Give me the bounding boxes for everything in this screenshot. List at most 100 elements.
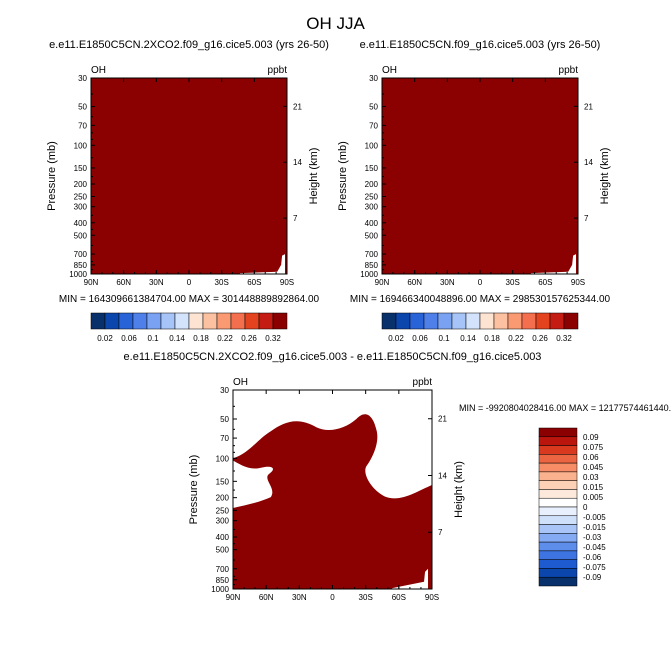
colorbar-2-box-5: [538, 471, 578, 481]
colorbar-2-box-6: [538, 480, 578, 490]
panel-0-ytick-label-3: 100: [74, 141, 88, 150]
colorbar-1-box-12: [549, 312, 565, 330]
colorbar-2-label-4: 0.03: [583, 473, 599, 482]
colorbar-1-box-2: [409, 312, 425, 330]
colorbar-0-box-13: [272, 312, 288, 330]
colorbar-1-label-5: 0.22: [508, 334, 524, 343]
panel-0-ytick-label-4: 150: [74, 164, 88, 173]
page-title: OH JJA: [306, 14, 365, 33]
colorbar-0-box-12: [258, 312, 274, 330]
colorbar-2-label-14: -0.09: [583, 573, 602, 582]
panel-0-ytick-label-7: 300: [74, 203, 88, 212]
panel-0-xtick-label-6: 90S: [280, 278, 294, 287]
panel-1-ytick-label-12: 1000: [360, 270, 378, 279]
panel-0-ytick-label-6: 250: [74, 193, 88, 202]
colorbar-0-box-2: [118, 312, 134, 330]
panel-2-xtick-label-5: 60S: [392, 593, 406, 602]
panel-0-y2tick-label-1: 14: [293, 158, 302, 167]
panel-2-xtick-label-1: 60N: [259, 593, 274, 602]
panel-1-surface-mask: [530, 254, 577, 274]
panel-1-ytick-label-7: 300: [365, 203, 379, 212]
panel-0-xtick-label-3: 0: [187, 278, 192, 287]
colorbar-1-box-9: [507, 312, 523, 330]
panel-1-ylabel: Pressure (mb): [337, 141, 349, 211]
panel-1-field: [382, 78, 578, 274]
panel-0-y2tick-label-2: 7: [293, 214, 298, 223]
colorbar-2-box-14: [538, 550, 578, 560]
panel-0-ytick-label-10: 700: [74, 250, 88, 259]
panel-0-ylabel: Pressure (mb): [46, 141, 58, 211]
panel-0-title: e.e11.E1850C5CN.2XCO2.f09_g16.cice5.003 …: [49, 39, 329, 51]
colorbar-0-box-9: [216, 312, 232, 330]
panel-1-y2label: Height (km): [599, 148, 611, 205]
colorbar-1-label-7: 0.32: [556, 334, 572, 343]
colorbar-1-box-10: [521, 312, 537, 330]
panel-2-y2tick-label-0: 21: [438, 415, 447, 424]
colorbar-0-box-6: [174, 312, 190, 330]
panel-1-xtick-label-5: 60S: [538, 278, 552, 287]
panel-2-ylabel: Pressure (mb): [188, 455, 200, 525]
colorbar-2-box-1: [538, 436, 578, 446]
colorbar-0-box-11: [244, 312, 260, 330]
panel-2-xtick-label-3: 0: [330, 593, 335, 602]
colorbar-0-box-8: [202, 312, 218, 330]
panel-2-ytick-label-2: 70: [220, 434, 229, 443]
panel-2-ytick-label-5: 200: [216, 494, 230, 503]
colorbar-1-box-6: [465, 312, 481, 330]
colorbar-2-box-10: [538, 515, 578, 525]
colorbar-2-label-10: -0.03: [583, 533, 602, 542]
panel-1-title: e.e11.E1850C5CN.f09_g16.cice5.003 (yrs 2…: [360, 39, 601, 51]
colorbar-2-box-3: [538, 454, 578, 464]
colorbar-2-box-7: [538, 489, 578, 499]
panel-0-xtick-label-1: 60N: [116, 278, 131, 287]
panel-2-ytick-label-3: 100: [216, 454, 230, 463]
panel-0-xtick-label-5: 60S: [247, 278, 261, 287]
colorbar-2-box-15: [538, 559, 578, 569]
colorbar-1-label-4: 0.18: [484, 334, 500, 343]
panel-1-xtick-label-2: 30N: [440, 278, 455, 287]
colorbar-2-label-11: -0.045: [583, 543, 606, 552]
colorbar-1-label-1: 0.06: [412, 334, 428, 343]
colorbar-2-box-16: [538, 568, 578, 578]
panel-0-y2label: Height (km): [308, 148, 320, 205]
colorbar-2-label-3: 0.045: [583, 463, 604, 472]
colorbar-2-box-13: [538, 541, 578, 552]
colorbar-0-label-3: 0.14: [169, 334, 185, 343]
colorbar-1-label-3: 0.14: [460, 334, 476, 343]
colorbar-1-box-3: [423, 312, 439, 330]
colorbar-1-box-13: [563, 312, 579, 330]
panel-1-ytick-label-6: 250: [365, 193, 379, 202]
panel-1-xtick-label-6: 90S: [571, 278, 585, 287]
panel-0-ytick-label-1: 50: [78, 103, 87, 112]
panel-1-minmax: MIN = 169466340048896.00 MAX = 298530157…: [350, 294, 611, 305]
colorbar-0-label-5: 0.22: [217, 334, 233, 343]
panel-2-xtick-label-0: 90N: [226, 593, 241, 602]
panel-1-ytick-label-1: 50: [369, 103, 378, 112]
colorbar-0-label-0: 0.02: [97, 334, 113, 343]
panel-2-surface-mask: [392, 568, 429, 589]
panel-1-variable-label: OH: [382, 65, 397, 76]
panel-2-ytick-label-1: 50: [220, 415, 229, 424]
panel-0-xtick-label-0: 90N: [84, 278, 99, 287]
panel-2-ytick-label-4: 150: [216, 477, 230, 486]
panel-1-y2tick-label-2: 7: [584, 214, 589, 223]
panel-0-ytick-label-8: 400: [74, 219, 88, 228]
panel-0-ytick-label-9: 500: [74, 231, 88, 240]
colorbar-0-label-7: 0.32: [265, 334, 281, 343]
colorbar-0-label-2: 0.1: [147, 334, 159, 343]
colorbar-0-box-5: [160, 312, 176, 330]
panel-2-y2tick-label-2: 7: [438, 528, 443, 537]
panel-1-ytick-label-8: 400: [365, 219, 379, 228]
panel-1-ytick-label-9: 500: [365, 231, 379, 240]
panel-1-xtick-label-3: 0: [478, 278, 483, 287]
colorbar-0-box-10: [230, 312, 246, 330]
panel-2-ytick-label-9: 500: [216, 546, 230, 555]
colorbar-2-box-2: [538, 445, 578, 455]
panel-1-y2tick-label-0: 21: [584, 102, 593, 111]
colorbar-2-label-9: -0.015: [583, 523, 606, 532]
panel-2-ytick-label-0: 30: [220, 386, 229, 395]
panel-1-ytick-label-4: 150: [365, 164, 379, 173]
panel-2-y2tick-label-1: 14: [438, 471, 447, 480]
panel-1-xtick-label-4: 30S: [506, 278, 520, 287]
colorbar-2-label-5: 0.015: [583, 483, 604, 492]
